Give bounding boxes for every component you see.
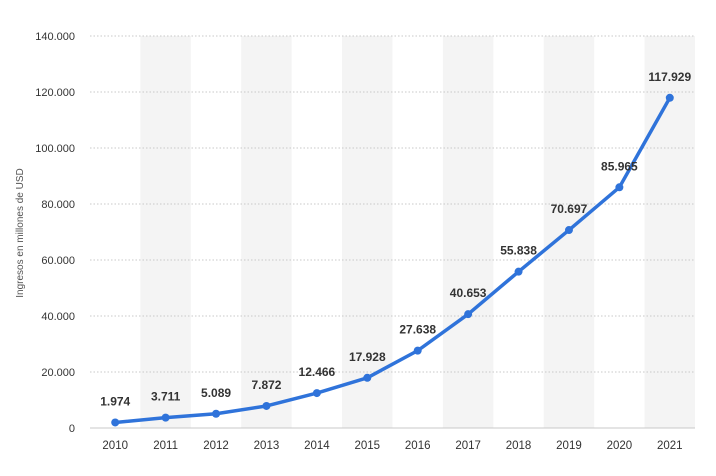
data-label: 70.697 (551, 202, 588, 216)
data-label: 7.872 (251, 378, 281, 392)
data-label: 117.929 (648, 70, 691, 84)
data-label: 3.711 (151, 390, 181, 404)
data-point (212, 409, 221, 418)
column-band (342, 36, 393, 428)
x-tick-label: 2020 (607, 440, 633, 452)
data-point (363, 373, 372, 382)
y-axis-ticks: 0 20.000 40.000 60.000 80.000 100.000 120.000 1… (35, 31, 75, 435)
series-line (113, 96, 672, 425)
data-point (615, 183, 624, 192)
x-tick-label: 2019 (556, 440, 582, 452)
x-tick-label: 2012 (203, 440, 229, 452)
column-band (140, 36, 191, 428)
x-tick-label: 2017 (455, 440, 481, 452)
x-tick-label: 2014 (304, 440, 330, 452)
data-point (514, 267, 523, 276)
x-tick-label: 2015 (354, 440, 380, 452)
y-tick-label: 60.000 (41, 255, 75, 267)
y-tick-label: 120.000 (35, 87, 75, 99)
y-tick-label: 0 (69, 423, 75, 435)
x-tick-label: 2018 (506, 440, 532, 452)
data-label: 5.089 (201, 386, 231, 400)
data-point (262, 401, 271, 410)
data-point (312, 389, 321, 398)
column-band (241, 36, 292, 428)
data-labels: 1.974 3.711 5.089 7.872 12.466 17.928 27.638 40… (100, 70, 691, 409)
data-point (111, 418, 120, 427)
data-label: 1.974 (100, 394, 130, 408)
y-tick-label: 20.000 (41, 367, 75, 379)
data-point (665, 93, 674, 102)
y-tick-label: 140.000 (35, 31, 75, 43)
y-tick-label: 80.000 (41, 199, 75, 211)
data-point (464, 310, 473, 319)
data-label: 12.466 (299, 365, 336, 379)
x-tick-label: 2013 (254, 440, 280, 452)
gridlines (90, 35, 695, 429)
data-points (111, 93, 674, 427)
y-axis-label: Ingresos en millones de USD (15, 168, 26, 298)
data-point (564, 226, 573, 235)
y-tick-label: 100.000 (35, 143, 75, 155)
y-tick-label: 40.000 (41, 311, 75, 323)
x-axis-ticks: 2010 2011 2012 2013 2014 2015 2016 2017 2018 2019… (102, 440, 682, 452)
x-tick-label: 2016 (405, 440, 431, 452)
data-label: 27.638 (399, 323, 436, 337)
data-label: 40.653 (450, 286, 487, 300)
x-tick-label: 2021 (657, 440, 683, 452)
data-label: 55.838 (500, 244, 537, 258)
column-bands (140, 36, 695, 428)
series-revenue (113, 96, 672, 425)
data-point (413, 346, 422, 355)
data-label: 17.928 (349, 350, 386, 364)
column-band (442, 36, 494, 428)
x-tick-label: 2010 (102, 440, 128, 452)
x-tick-label: 2011 (153, 440, 178, 452)
data-point (161, 413, 170, 422)
data-label: 85.965 (601, 159, 638, 173)
